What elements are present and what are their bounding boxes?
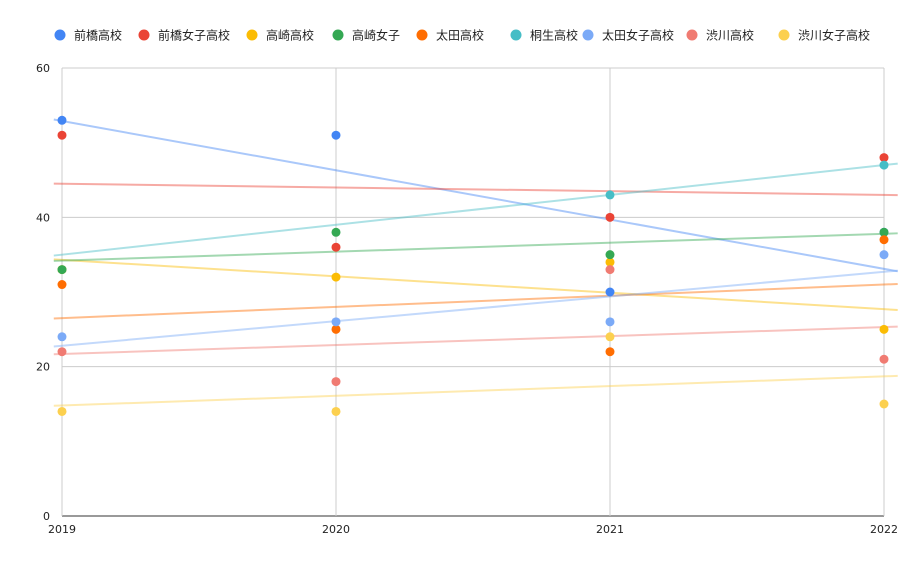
data-point [605,190,615,200]
data-point [57,280,67,290]
data-points [57,115,889,416]
data-point [605,265,615,275]
data-point [57,406,67,416]
y-tick-label: 0 [43,510,50,523]
legend-item[interactable]: 高崎女子 [332,28,401,43]
legend-marker [138,29,150,41]
trendline [53,374,898,407]
legend-marker [416,29,428,41]
data-point [605,257,615,267]
legend-label: 高崎高校 [266,28,314,43]
data-point [331,272,341,282]
x-tick-label: 2019 [48,523,76,536]
legend-item[interactable]: 前橋高校 [54,28,123,43]
legend-marker [54,29,66,41]
legend-label: 前橋女子高校 [158,28,230,43]
data-point [879,324,889,334]
legend-label: 太田高校 [436,28,484,43]
grid [61,67,885,517]
data-point [57,265,67,275]
data-point [605,317,615,327]
data-point [605,332,615,342]
data-point [605,212,615,222]
data-point [605,287,615,297]
trendlines [53,118,898,407]
data-point [57,332,67,342]
x-tick-label: 2021 [596,523,624,536]
data-point [331,242,341,252]
data-point [879,227,889,237]
trendline [53,182,898,197]
data-point [879,160,889,170]
trendline [53,282,898,320]
legend-label: 渋川女子高校 [798,28,870,43]
legend-label: 桐生高校 [530,28,578,43]
data-point [331,227,341,237]
data-point [331,317,341,327]
legend-item[interactable]: 高崎高校 [246,28,315,43]
trendline [53,232,898,262]
trendline [53,162,898,257]
x-tick-label: 2022 [870,523,898,536]
data-point [879,354,889,364]
data-point [879,250,889,260]
axes: 0 20 40 60 2019 2020 2021 2022 [36,62,898,536]
legend-item[interactable]: 渋川高校 [686,28,755,43]
legend-item[interactable]: 太田高校 [416,28,485,43]
trendline [53,118,898,273]
legend-marker [332,29,344,41]
data-point [879,399,889,409]
data-point [331,130,341,140]
data-point [57,130,67,140]
legend-marker [686,29,698,41]
data-point [605,347,615,357]
legend-item[interactable]: 太田女子高校 [582,28,675,43]
legend: 前橋高校 前橋女子高校 高崎高校 高崎女子 太田高校 桐生高校 太田女子高校 渋川高校 渋川女子… [54,28,871,43]
legend-label: 太田女子高校 [602,28,674,43]
data-point [57,115,67,125]
y-tick-label: 40 [36,211,50,224]
legend-label: 渋川高校 [706,28,754,43]
data-point [879,235,889,245]
trendline [53,269,898,348]
data-point [605,250,615,260]
legend-marker [246,29,258,41]
legend-item[interactable]: 前橋女子高校 [138,28,231,43]
data-point [331,406,341,416]
x-tick-label: 2020 [322,523,350,536]
legend-item[interactable]: 桐生高校 [510,28,579,43]
trendline [53,325,898,356]
data-point [331,377,341,387]
legend-marker [510,29,522,41]
data-point [331,324,341,334]
data-point [879,153,889,163]
legend-marker [582,29,594,41]
legend-marker [778,29,790,41]
y-tick-label: 20 [36,361,50,374]
data-point [57,347,67,357]
legend-label: 高崎女子 [352,28,400,43]
y-tick-label: 60 [36,62,50,75]
trendline [53,258,898,311]
legend-item[interactable]: 渋川女子高校 [778,28,871,43]
legend-label: 前橋高校 [74,28,122,43]
